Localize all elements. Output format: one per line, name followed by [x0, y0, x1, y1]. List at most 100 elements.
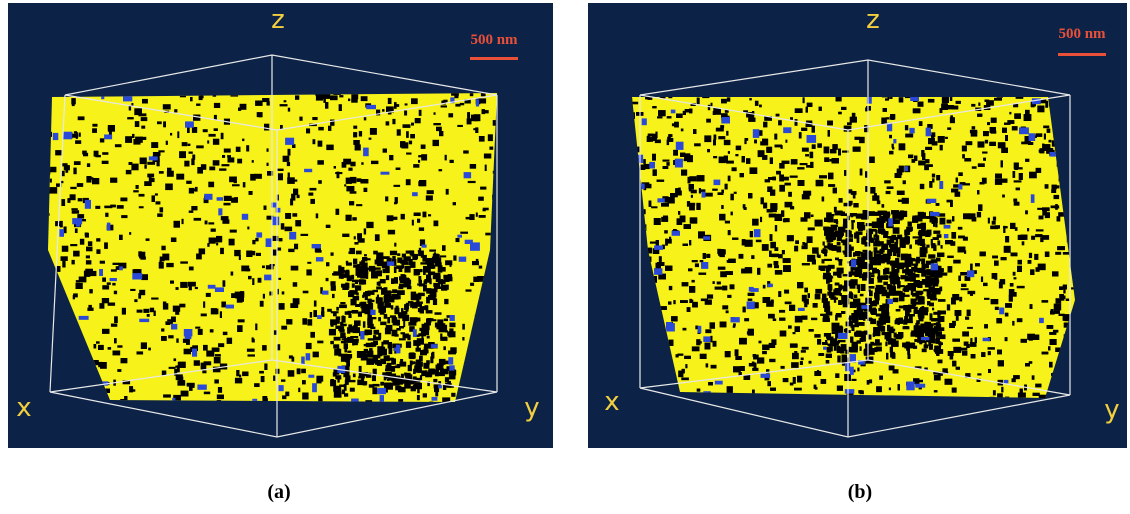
pore	[871, 275, 875, 277]
pore	[310, 188, 317, 191]
pore	[401, 214, 405, 220]
pore	[339, 385, 346, 388]
pore	[408, 322, 416, 326]
pore	[404, 382, 411, 389]
pore	[785, 183, 791, 186]
pore	[429, 250, 436, 252]
pore	[841, 107, 846, 110]
pore	[941, 104, 948, 110]
pore	[937, 253, 944, 257]
pore	[1029, 133, 1036, 141]
pore	[919, 318, 924, 322]
pore	[214, 103, 220, 108]
pore	[113, 263, 119, 265]
pore	[877, 321, 884, 326]
pore	[147, 174, 154, 178]
pore	[899, 143, 906, 150]
pore	[181, 391, 189, 397]
pore	[1057, 216, 1061, 221]
pore	[336, 317, 340, 324]
pore	[424, 279, 429, 283]
pore	[725, 184, 728, 190]
pore	[351, 299, 357, 306]
pore	[810, 162, 813, 168]
pore	[1005, 236, 1009, 242]
pore	[860, 294, 864, 296]
pore	[484, 154, 491, 159]
pore	[372, 376, 376, 382]
pore	[150, 308, 154, 313]
pore	[852, 342, 858, 348]
pore	[701, 262, 708, 269]
pore	[1001, 387, 1003, 392]
pore	[828, 265, 835, 269]
pore	[851, 267, 854, 274]
pore	[742, 156, 745, 163]
pore	[209, 134, 216, 137]
pore	[117, 369, 121, 372]
pore	[372, 387, 377, 394]
pore	[132, 273, 142, 279]
pore	[756, 240, 762, 242]
pore	[184, 329, 193, 336]
pore	[356, 204, 362, 206]
pore	[279, 385, 284, 391]
pore	[775, 225, 777, 231]
panel-b: z x y 500 nm	[588, 3, 1127, 448]
pore	[255, 101, 263, 106]
pore	[293, 189, 298, 196]
pore	[426, 196, 429, 199]
pore	[811, 215, 814, 218]
pore	[704, 135, 711, 142]
pore	[102, 152, 108, 155]
pore	[992, 256, 998, 259]
pore	[430, 290, 437, 297]
pore	[373, 358, 378, 364]
pore	[719, 249, 724, 251]
pore	[872, 195, 879, 200]
pore	[373, 251, 378, 255]
pore	[157, 213, 163, 217]
pore	[913, 108, 921, 113]
pore	[434, 252, 436, 258]
pore	[263, 294, 265, 299]
pore	[453, 255, 456, 260]
pore	[444, 319, 448, 322]
pore	[978, 204, 982, 211]
pore	[443, 346, 446, 350]
scale-bar	[1058, 53, 1106, 56]
pore	[352, 310, 359, 314]
pore	[933, 281, 938, 286]
pore	[170, 281, 174, 284]
pore	[132, 134, 135, 138]
pore	[706, 363, 708, 367]
pore	[411, 98, 418, 104]
pore	[680, 216, 686, 223]
pore	[1055, 204, 1057, 210]
pore	[280, 104, 288, 106]
pore	[392, 289, 397, 293]
pore	[1049, 332, 1056, 335]
pore	[741, 269, 747, 274]
pore	[163, 302, 166, 304]
pore	[169, 367, 176, 369]
pore	[220, 311, 222, 318]
pore	[919, 230, 925, 236]
pore	[385, 369, 391, 372]
pore	[78, 116, 85, 120]
pore	[358, 376, 365, 378]
pore	[902, 343, 910, 348]
pore	[817, 339, 821, 345]
pore	[397, 258, 402, 263]
pore	[805, 299, 809, 305]
pore	[1025, 363, 1030, 366]
pore	[364, 117, 367, 120]
pore	[161, 246, 165, 251]
pore	[921, 150, 924, 157]
pore	[935, 349, 943, 354]
pore	[790, 383, 793, 386]
pore	[958, 227, 962, 230]
pore	[1025, 210, 1028, 214]
pore	[201, 314, 207, 317]
pore	[421, 145, 426, 149]
